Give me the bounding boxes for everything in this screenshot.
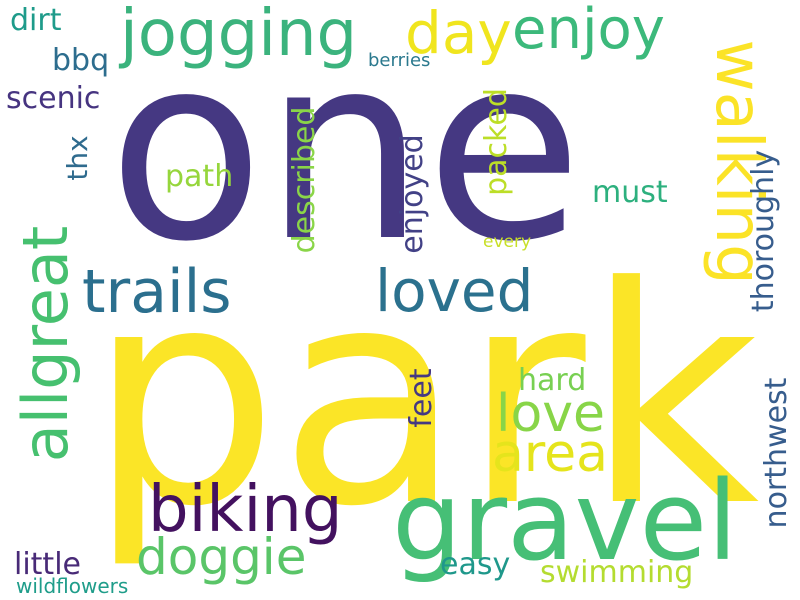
word-hard: hard — [518, 363, 587, 398]
word-northwest: northwest — [759, 377, 794, 529]
word-enjoy: enjoy — [512, 0, 665, 62]
word-little: little — [14, 547, 81, 582]
word-loved: loved — [375, 257, 534, 325]
word-packed: packed — [479, 88, 514, 196]
word-path: path — [165, 159, 234, 194]
word-berries: berries — [368, 50, 431, 71]
word-doggie: doggie — [136, 528, 307, 586]
word-gravel: gravel — [392, 457, 738, 585]
word-thoroughly: thoroughly — [746, 149, 781, 313]
word-park: park — [88, 223, 760, 572]
word-love: love — [496, 384, 606, 444]
word-scenic: scenic — [6, 81, 101, 116]
word-must: must — [592, 175, 668, 210]
word-easy: easy — [440, 547, 511, 582]
word-thx: thx — [61, 135, 94, 181]
word-every: every — [483, 232, 532, 252]
word-swimming: swimming — [540, 555, 694, 590]
word-one: one — [108, 1, 583, 298]
word-trails: trails — [82, 257, 232, 327]
word-dirt: dirt — [10, 3, 62, 38]
word-described: described — [287, 106, 322, 254]
word-biking: biking — [148, 473, 343, 547]
word-area: area — [492, 424, 608, 484]
word-allgreat: allgreat — [9, 225, 82, 463]
word-day: day — [405, 0, 512, 67]
word-jogging: jogging — [120, 0, 358, 71]
word-bbq: bbq — [52, 43, 110, 78]
word-enjoyed: enjoyed — [395, 134, 430, 254]
word-wildflowers: wildflowers — [16, 574, 129, 598]
word-feet: feet — [404, 368, 439, 428]
